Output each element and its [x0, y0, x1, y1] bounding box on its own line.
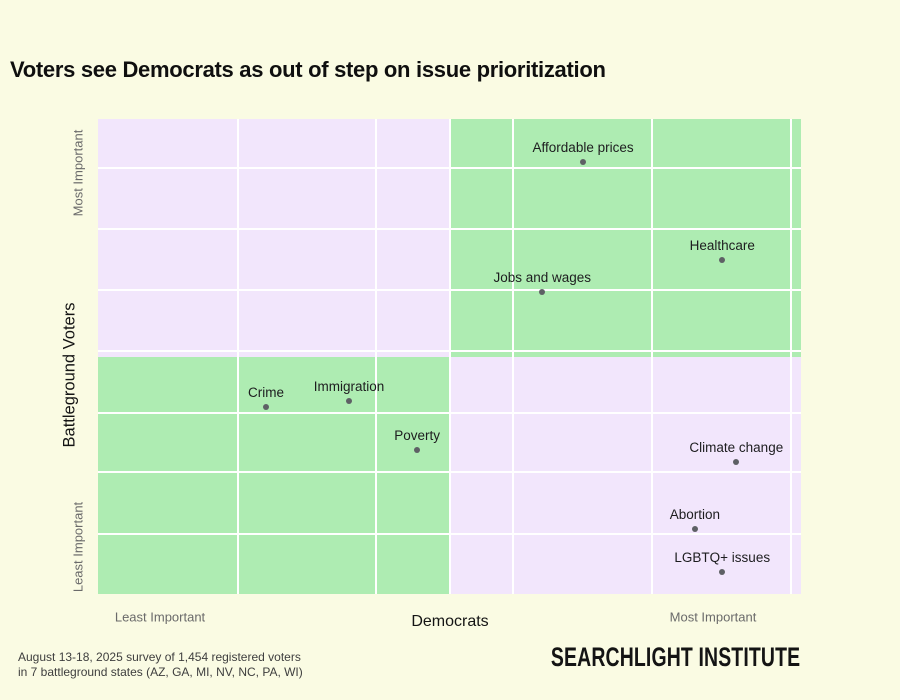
quadrant-bottom-left [98, 356, 450, 594]
data-point-dot [733, 458, 740, 465]
data-point-label: Jobs and wages [493, 269, 592, 285]
data-point-dot [691, 525, 698, 532]
gridline-vertical [790, 119, 793, 594]
source-note: August 13-18, 2025 survey of 1,454 regis… [18, 650, 303, 680]
x-axis-tick-least-important: Least Important [114, 609, 206, 625]
data-point-label: LGBTQ+ issues [674, 550, 771, 566]
gridline-vertical [650, 119, 653, 594]
data-point-label: Abortion [669, 506, 720, 522]
chart-title: Voters see Democrats as out of step on i… [10, 57, 606, 82]
y-axis-tick-most-important: Most Important [70, 129, 86, 217]
plot-area: Affordable prices Healthcare Jobs and wage… [98, 119, 801, 594]
data-point-label: Poverty [394, 428, 441, 444]
data-point-dot [580, 159, 587, 166]
quadrant-top-right [449, 119, 801, 357]
data-point-dot [263, 403, 270, 410]
source-note-line1: August 13-18, 2025 survey of 1,454 regis… [18, 650, 301, 664]
gridline-vertical [236, 119, 239, 594]
data-point-dot [539, 288, 546, 295]
searchlight-institute-logo: SEARCHLIGHT INSTITUTE [550, 642, 800, 672]
data-point-label: Immigration [313, 379, 385, 395]
x-axis-tick-most-important: Most Important [669, 609, 757, 625]
data-point-label: Crime [248, 384, 285, 400]
x-axis-title: Democrats [411, 613, 489, 630]
gridline-vertical [374, 119, 377, 594]
data-point-dot [719, 257, 726, 264]
y-axis-title: Battleground Voters [60, 302, 79, 448]
gridline-vertical [511, 119, 514, 594]
quadrant-bottom-right [449, 356, 801, 594]
quadrant-top-left [98, 119, 450, 357]
source-note-line2: in 7 battleground states (AZ, GA, MI, NV… [18, 665, 303, 679]
data-point-label: Healthcare [689, 238, 755, 254]
data-point-label: Climate change [689, 439, 784, 455]
quadrant-divider-line [448, 119, 451, 594]
data-point-dot [719, 569, 726, 576]
data-point-label: Affordable prices [532, 140, 634, 156]
data-point-dot [414, 447, 421, 454]
y-axis-tick-least-important: Least Important [70, 501, 86, 593]
data-point-dot [345, 398, 352, 405]
